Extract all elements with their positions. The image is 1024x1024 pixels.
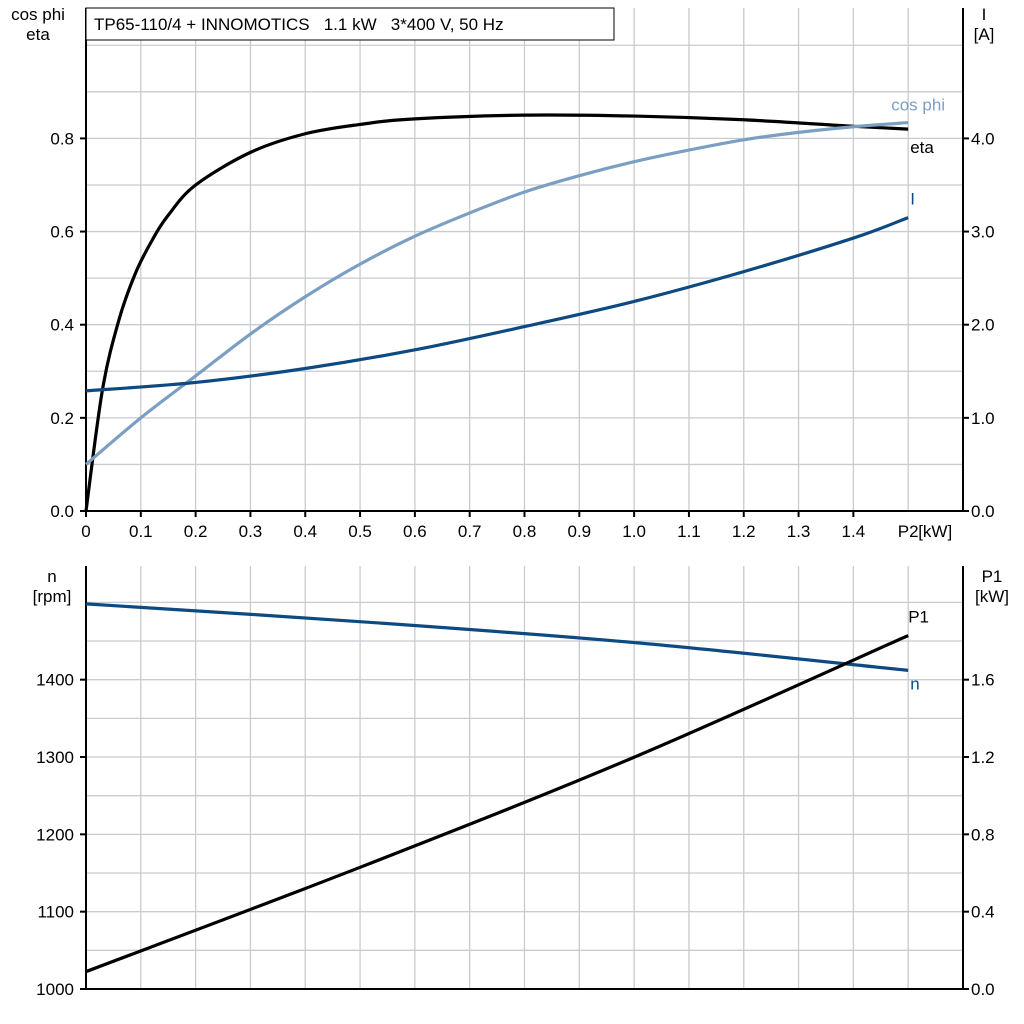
right-tick-label: 0.4 [971,903,995,922]
series-label-i: I [910,190,915,209]
series-label-cosphi: cos phi [891,96,945,115]
left-tick-label: 0.4 [50,316,74,335]
right-axis-title: [A] [974,25,995,44]
left-axis-title: [rpm] [33,587,72,606]
right-axis-title: [kW] [975,587,1009,606]
x-tick-label: 0.2 [184,522,208,541]
series-line-n [85,602,909,672]
x-tick-label: 0 [81,522,90,541]
right-tick-label: 0.0 [971,980,995,999]
x-axis-unit: [kW] [918,522,952,541]
series-label-eta: eta [910,138,934,157]
left-tick-label: 0.2 [50,409,74,428]
x-tick-label: 0.6 [403,522,427,541]
x-tick-label: 0.9 [567,522,591,541]
right-tick-label: 0.0 [971,502,995,521]
left-axis-title: n [47,567,56,586]
x-tick-label: 0.5 [348,522,372,541]
chart-title: TP65-110/4 + INNOMOTICS 1.1 kW 3*400 V, … [94,15,504,34]
x-tick-label: 0.8 [513,522,537,541]
left-tick-label: 0.8 [50,129,74,148]
right-tick-label: 0.8 [971,825,995,844]
series-line-cosphi [84,120,909,466]
right-axis-title: I [982,5,987,24]
left-tick-label: 1000 [36,980,74,999]
x-tick-label: 0.4 [293,522,317,541]
left-tick-label: 1400 [36,671,74,690]
right-tick-label: 1.6 [971,671,995,690]
x-tick-label: 1.1 [677,522,701,541]
x-tick-label: 1.0 [622,522,646,541]
right-axis-title: P1 [982,567,1003,586]
right-tick-label: 2.0 [971,316,995,335]
left-axis-title: cos phi [11,5,65,24]
right-tick-label: 3.0 [971,223,995,242]
speed-power-chart: 100011001200130014000.00.40.81.21.6n[rpm… [33,566,1009,999]
efficiency-chart: 0.0 0.2 0.4 0.6 0.8 0.0 1.0 2.0 3.0 4.0 0 0.1 0.2 0.3… [11,5,995,541]
right-tick-label: 1.0 [971,409,995,428]
series-label-p1: P1 [908,608,929,627]
left-tick-label: 0.0 [50,502,74,521]
series-line-eta [84,113,909,512]
x-tick-label: 0.7 [458,522,482,541]
series-line-p1 [85,634,909,974]
left-tick-label: 1300 [36,748,74,767]
left-tick-label: 1200 [36,825,74,844]
title-box [85,7,615,41]
x-tick-label: 0.3 [239,522,263,541]
left-tick-label: 1100 [37,903,74,922]
left-axis-title: eta [26,25,50,44]
right-tick-label: 4.0 [971,129,995,148]
x-axis-label: P2 [898,522,919,541]
series-label-n: n [910,674,919,693]
x-tick-label: 1.2 [732,522,756,541]
series-line-i [85,216,909,393]
left-tick-label: 0.6 [50,223,74,242]
x-tick-label: 1.4 [842,522,866,541]
right-tick-label: 1.2 [971,748,995,767]
x-tick-label: 1.3 [787,522,811,541]
x-tick-label: 0.1 [129,522,153,541]
